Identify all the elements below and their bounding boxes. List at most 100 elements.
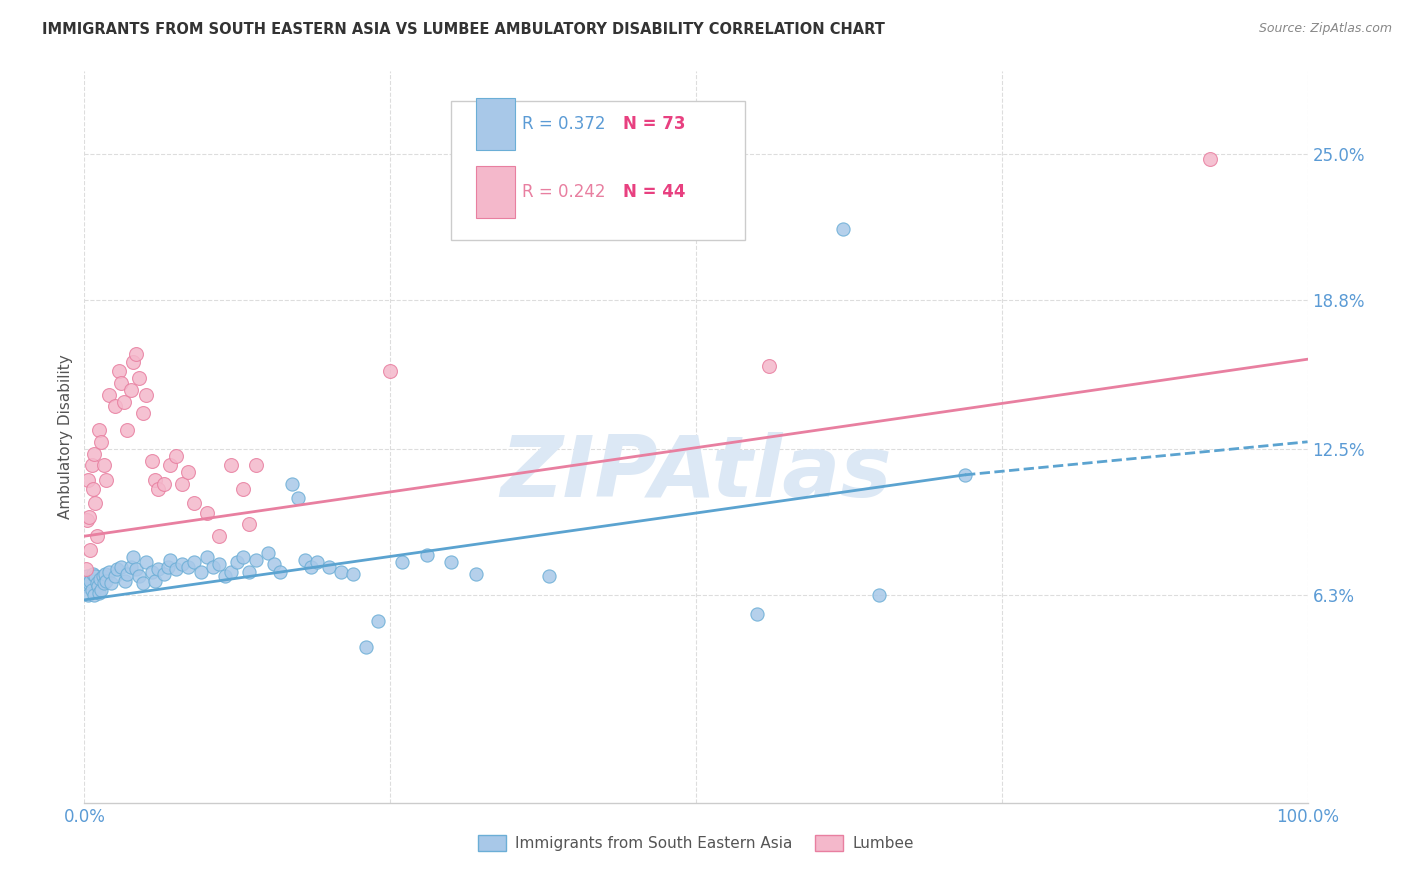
Point bbox=[342, 566, 364, 581]
Point bbox=[75, 562, 97, 576]
Point bbox=[135, 555, 157, 569]
Point bbox=[77, 588, 100, 602]
Point bbox=[86, 529, 108, 543]
Point bbox=[538, 569, 561, 583]
Point bbox=[416, 548, 439, 562]
Point bbox=[165, 562, 187, 576]
Point bbox=[82, 482, 104, 496]
FancyBboxPatch shape bbox=[475, 98, 515, 150]
Point bbox=[97, 387, 120, 401]
Point bbox=[153, 477, 176, 491]
Point bbox=[287, 491, 309, 506]
Point bbox=[96, 574, 118, 588]
Point bbox=[79, 543, 101, 558]
Point bbox=[132, 407, 155, 421]
Point bbox=[183, 496, 205, 510]
Point bbox=[159, 458, 181, 473]
Text: R = 0.242: R = 0.242 bbox=[522, 183, 606, 201]
Point bbox=[90, 583, 112, 598]
Point bbox=[354, 640, 377, 654]
Point bbox=[100, 576, 122, 591]
Point bbox=[112, 394, 135, 409]
Point bbox=[190, 565, 212, 579]
Y-axis label: Ambulatory Disability: Ambulatory Disability bbox=[58, 355, 73, 519]
Point bbox=[143, 473, 166, 487]
Point bbox=[183, 555, 205, 569]
Text: N = 44: N = 44 bbox=[623, 183, 685, 201]
Point bbox=[165, 449, 187, 463]
Text: N = 73: N = 73 bbox=[623, 115, 685, 133]
Point bbox=[122, 354, 145, 368]
Point bbox=[83, 447, 105, 461]
Point bbox=[77, 510, 100, 524]
Point bbox=[201, 559, 224, 574]
Point bbox=[294, 553, 316, 567]
Point bbox=[869, 588, 891, 602]
Point bbox=[245, 553, 267, 567]
Point bbox=[391, 555, 413, 569]
Point bbox=[238, 565, 260, 579]
Point bbox=[153, 566, 176, 581]
FancyBboxPatch shape bbox=[451, 101, 745, 240]
Point bbox=[80, 458, 103, 473]
Point bbox=[84, 569, 107, 583]
Point bbox=[214, 569, 236, 583]
Point bbox=[104, 569, 127, 583]
Point bbox=[115, 566, 138, 581]
Point bbox=[135, 387, 157, 401]
Point bbox=[96, 473, 118, 487]
Point bbox=[87, 586, 110, 600]
Point bbox=[77, 576, 100, 591]
Point bbox=[281, 477, 304, 491]
Point bbox=[238, 517, 260, 532]
Point bbox=[93, 576, 115, 591]
Point bbox=[87, 423, 110, 437]
Point bbox=[107, 364, 129, 378]
Point bbox=[299, 559, 322, 574]
Point bbox=[79, 574, 101, 588]
Point bbox=[953, 467, 976, 482]
Point bbox=[146, 562, 169, 576]
Point bbox=[90, 434, 112, 449]
Point bbox=[172, 558, 194, 572]
Point bbox=[89, 572, 111, 586]
Point bbox=[269, 565, 291, 579]
Point bbox=[245, 458, 267, 473]
Point bbox=[146, 482, 169, 496]
Legend: Immigrants from South Eastern Asia, Lumbee: Immigrants from South Eastern Asia, Lumb… bbox=[472, 830, 920, 857]
Point bbox=[80, 583, 103, 598]
Point bbox=[195, 506, 218, 520]
Point bbox=[318, 559, 340, 574]
Point bbox=[141, 453, 163, 467]
Point bbox=[177, 466, 200, 480]
Point bbox=[97, 565, 120, 579]
Point bbox=[440, 555, 463, 569]
Point bbox=[1198, 152, 1220, 166]
Point bbox=[76, 569, 98, 583]
Point bbox=[758, 359, 780, 374]
Point bbox=[76, 513, 98, 527]
Point bbox=[114, 574, 136, 588]
Point bbox=[105, 562, 128, 576]
Point bbox=[82, 566, 104, 581]
Point bbox=[330, 565, 353, 579]
Point bbox=[128, 569, 150, 583]
Point bbox=[94, 566, 117, 581]
Point bbox=[219, 458, 242, 473]
Point bbox=[75, 579, 97, 593]
Point bbox=[86, 576, 108, 591]
Point bbox=[143, 574, 166, 588]
Point bbox=[747, 607, 769, 621]
Point bbox=[232, 482, 254, 496]
Point bbox=[122, 550, 145, 565]
Point bbox=[156, 559, 179, 574]
Point bbox=[115, 423, 138, 437]
Point bbox=[87, 579, 110, 593]
Point bbox=[104, 400, 127, 414]
Point bbox=[91, 569, 114, 583]
Point bbox=[125, 347, 148, 361]
Point bbox=[128, 371, 150, 385]
Point bbox=[159, 553, 181, 567]
Point bbox=[110, 376, 132, 390]
Point bbox=[83, 588, 105, 602]
